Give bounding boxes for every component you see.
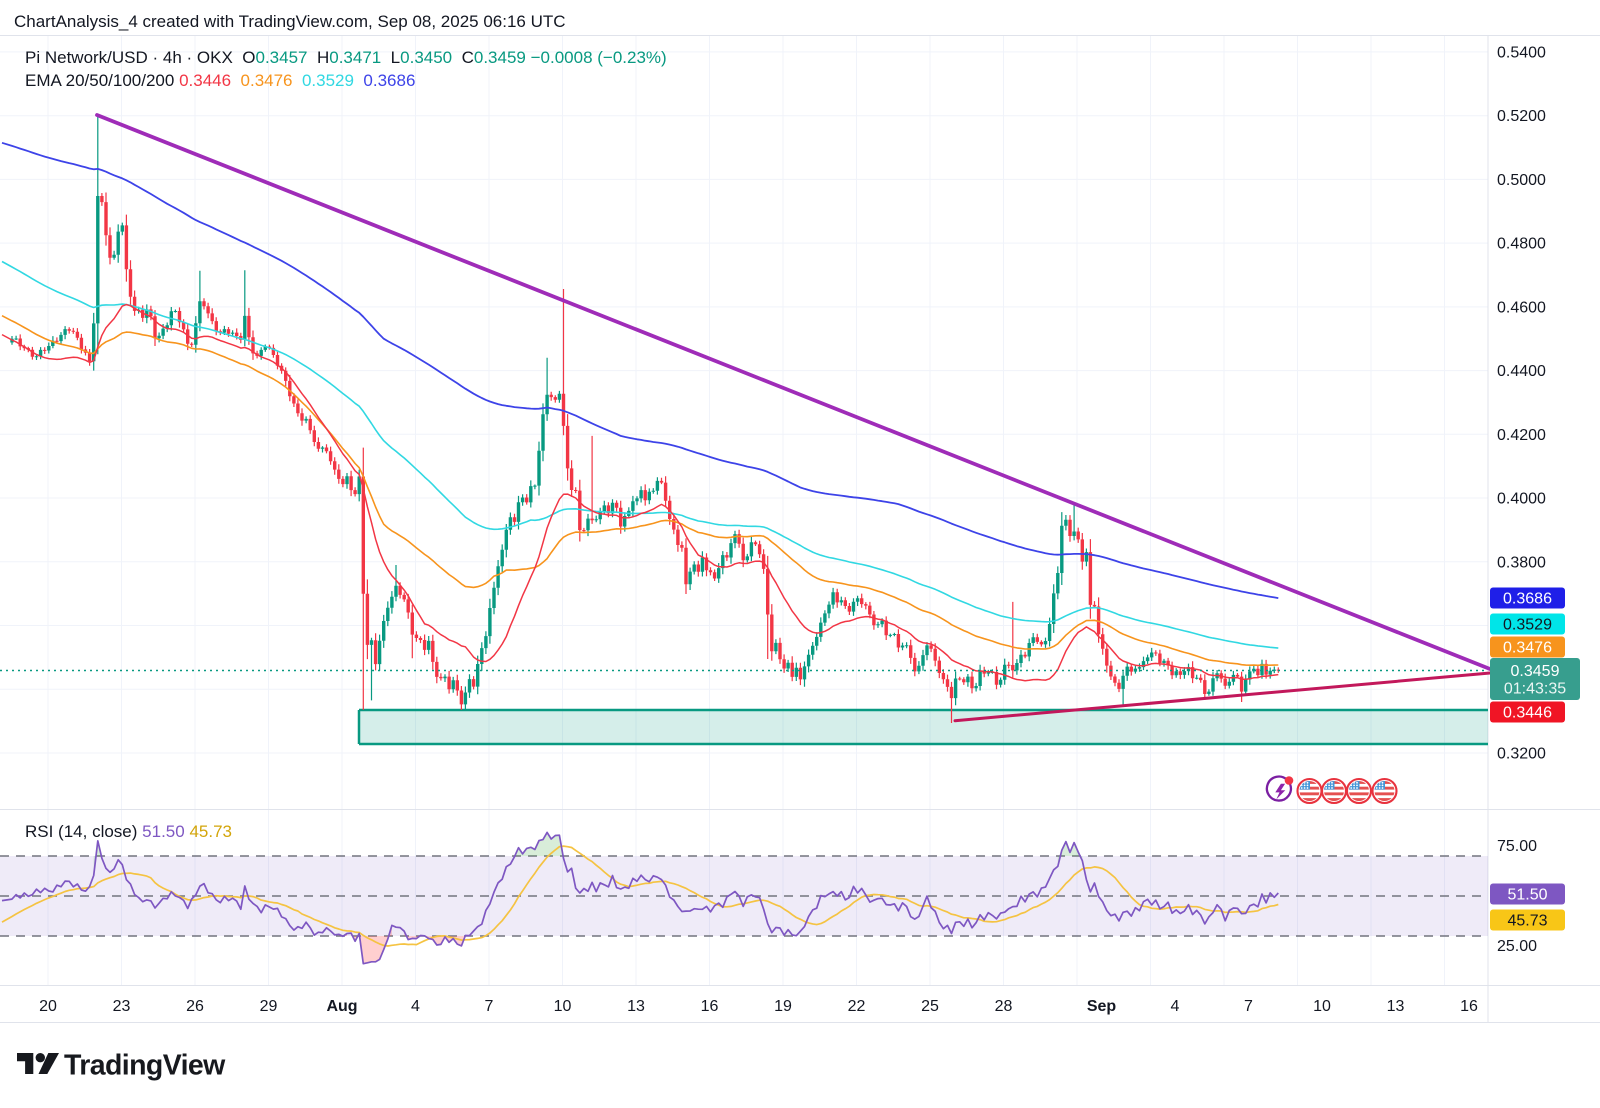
svg-text:0.4000: 0.4000 <box>1497 491 1546 508</box>
svg-text:0.3459: 0.3459 <box>1511 663 1560 680</box>
svg-text:10: 10 <box>1313 998 1331 1015</box>
svg-text:01:43:35: 01:43:35 <box>1504 681 1566 698</box>
svg-text:45.73: 45.73 <box>1507 913 1547 930</box>
svg-text:28: 28 <box>995 998 1013 1015</box>
svg-text:EMA 20/50/100/200 0.3446 0.34: EMA 20/50/100/200 0.3446 0.3476 0.3529 0… <box>25 71 415 90</box>
svg-text:RSI (14, close) 51.50 45.73: RSI (14, close) 51.50 45.73 <box>25 822 232 841</box>
svg-text:16: 16 <box>1460 998 1478 1015</box>
svg-text:10: 10 <box>554 998 572 1015</box>
svg-text:0.3800: 0.3800 <box>1497 554 1546 571</box>
svg-text:20: 20 <box>39 998 57 1015</box>
svg-text:0.3200: 0.3200 <box>1497 746 1546 763</box>
svg-text:Sep: Sep <box>1087 998 1117 1015</box>
svg-text:Pi Network/USD · 4h · OKX O0.: Pi Network/USD · 4h · OKX O0.3457 H0.347… <box>25 48 667 67</box>
svg-text:4: 4 <box>1171 998 1180 1015</box>
svg-text:0.4400: 0.4400 <box>1497 363 1546 380</box>
svg-text:19: 19 <box>774 998 792 1015</box>
svg-text:0.3686: 0.3686 <box>1503 591 1552 608</box>
svg-text:13: 13 <box>1387 998 1405 1015</box>
svg-text:22: 22 <box>848 998 866 1015</box>
svg-text:29: 29 <box>260 998 278 1015</box>
svg-text:ChartAnalysis_4 created with T: ChartAnalysis_4 created with TradingView… <box>14 12 566 31</box>
svg-text:0.4200: 0.4200 <box>1497 427 1546 444</box>
svg-text:0.5000: 0.5000 <box>1497 172 1546 189</box>
svg-text:13: 13 <box>627 998 645 1015</box>
svg-text:0.4600: 0.4600 <box>1497 299 1546 316</box>
svg-text:0.3476: 0.3476 <box>1503 640 1552 657</box>
svg-text:0.5400: 0.5400 <box>1497 44 1546 61</box>
svg-text:0.3529: 0.3529 <box>1503 617 1552 634</box>
svg-text:51.50: 51.50 <box>1507 887 1547 904</box>
svg-text:0.4800: 0.4800 <box>1497 236 1546 253</box>
svg-text:7: 7 <box>485 998 494 1015</box>
svg-text:23: 23 <box>113 998 131 1015</box>
svg-text:16: 16 <box>701 998 719 1015</box>
svg-text:25.00: 25.00 <box>1497 938 1537 955</box>
svg-text:4: 4 <box>411 998 420 1015</box>
svg-text:Aug: Aug <box>326 998 357 1015</box>
svg-text:0.5200: 0.5200 <box>1497 108 1546 125</box>
svg-text:0.3446: 0.3446 <box>1503 705 1552 722</box>
svg-text:TradingView: TradingView <box>64 1050 226 1082</box>
svg-text:26: 26 <box>186 998 204 1015</box>
svg-text:75.00: 75.00 <box>1497 838 1537 855</box>
svg-text:7: 7 <box>1244 998 1253 1015</box>
svg-text:25: 25 <box>921 998 939 1015</box>
